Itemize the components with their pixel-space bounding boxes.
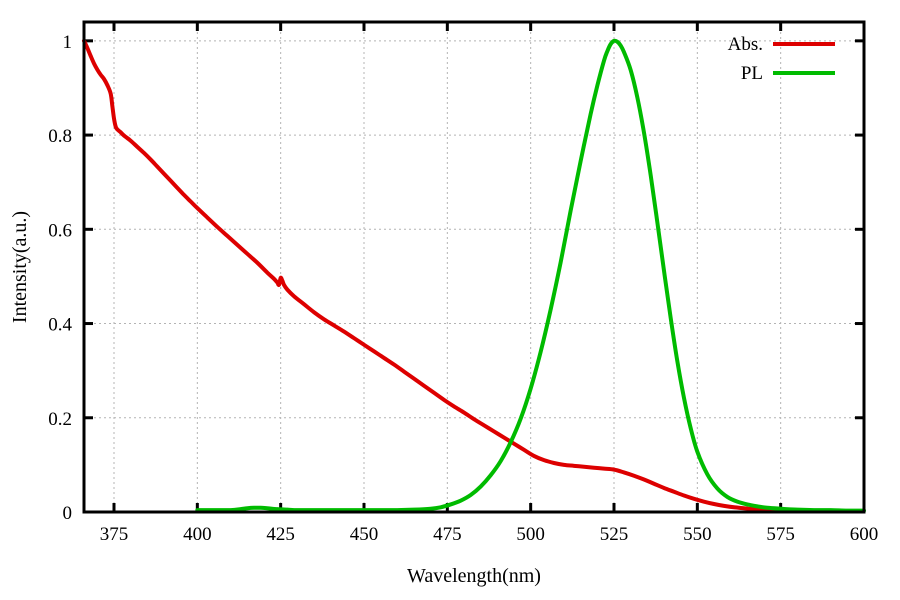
x-tick-label: 600	[850, 524, 879, 545]
data-series[interactable]	[82, 38, 866, 514]
y-tick-label: 0	[63, 503, 73, 524]
series-line-pl[interactable]	[195, 38, 866, 513]
x-tick-label: 400	[183, 524, 212, 545]
x-tick-label: 375	[100, 524, 129, 545]
legend[interactable]: Abs. PL	[728, 34, 835, 84]
x-tick-label: 575	[766, 524, 795, 545]
x-tick-label: 500	[516, 524, 545, 545]
x-tick-label: 550	[683, 524, 712, 545]
x-tick-label: 475	[433, 524, 462, 545]
x-tick-label: 425	[266, 524, 295, 545]
plot-frame	[82, 20, 866, 514]
gridlines	[84, 22, 864, 513]
x-axis-title: Wavelength(nm)	[407, 565, 541, 587]
x-tick-label: 450	[350, 524, 379, 545]
y-axis-title: Intensity(a.u.)	[9, 211, 31, 323]
y-tick-label: 0.8	[48, 126, 72, 147]
y-tick-labels: 0 0.2 0.4 0.6 0.8 1	[48, 32, 72, 524]
y-tick-label: 0.4	[48, 315, 72, 336]
y-tick-label: 0.6	[48, 220, 72, 241]
x-tick-label: 525	[600, 524, 629, 545]
y-tick-label: 0.2	[48, 409, 72, 430]
x-tick-labels: 375 400 425 450 475 500 525 550 575 600	[100, 524, 879, 545]
legend-label-abs: Abs.	[728, 34, 763, 55]
legend-label-pl: PL	[741, 63, 763, 84]
series-line-abs[interactable]	[82, 38, 833, 514]
tick-marks	[84, 22, 866, 514]
y-tick-label: 1	[63, 32, 73, 53]
